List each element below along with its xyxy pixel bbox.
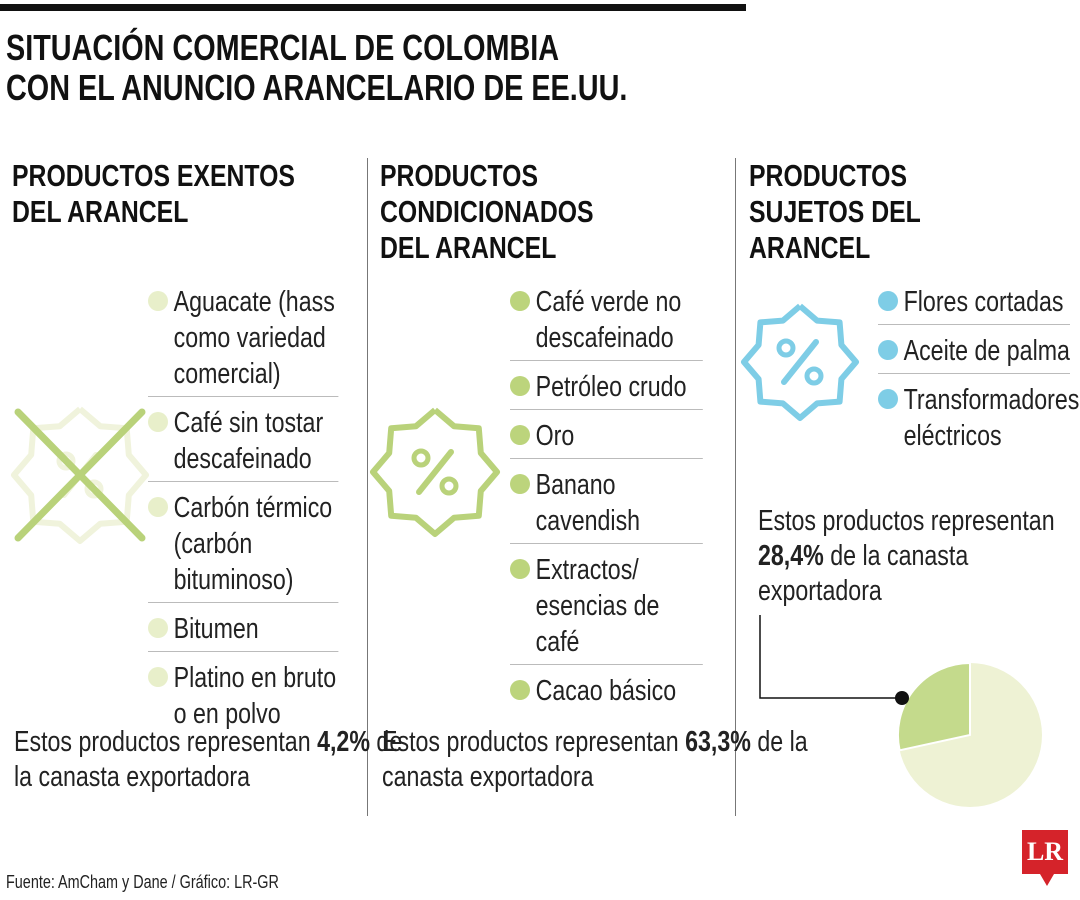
item-list: Flores cortadas Aceite de palma Transforma… bbox=[878, 282, 1079, 458]
list-item: Banano cavendish bbox=[510, 465, 703, 544]
conditional-icon bbox=[370, 407, 500, 537]
tariff-icon bbox=[741, 303, 859, 421]
item-text: Petróleo crudo bbox=[535, 371, 687, 403]
list-item: Aceite de palma bbox=[878, 331, 1070, 374]
item-list: Café verde no descafeinado Petróleo crudo… bbox=[510, 282, 703, 713]
pie-slice bbox=[896, 661, 971, 752]
summary-text: de la canasta exportadora bbox=[382, 726, 808, 793]
summary: Estos productos representan 28,4% de la … bbox=[758, 504, 1058, 609]
percent-slash bbox=[781, 339, 819, 385]
heading-line: DEL ARANCEL bbox=[12, 194, 189, 229]
bullet bbox=[148, 291, 168, 311]
bullet bbox=[878, 389, 898, 409]
item-list: Aguacate (hass como variedad comercial) C… bbox=[148, 282, 338, 736]
list-item: Carbón térmico (carbón bituminoso) bbox=[148, 488, 338, 603]
bullet bbox=[510, 559, 530, 579]
heading-line: DEL ARANCEL bbox=[380, 230, 557, 265]
connector-dot bbox=[895, 691, 909, 705]
heading-line: ARANCEL bbox=[749, 230, 871, 265]
heading-line: PRODUCTOS bbox=[380, 158, 539, 193]
item-text: Café verde no descafeinado bbox=[535, 286, 682, 354]
summary-text: de la canasta exportadora bbox=[14, 726, 403, 793]
bullet bbox=[148, 412, 168, 432]
bullet bbox=[148, 618, 168, 638]
bullet bbox=[510, 425, 530, 445]
column-heading: PRODUCTOS CONDICIONADOS DEL ARANCEL bbox=[380, 158, 700, 266]
item-text: Oro bbox=[535, 420, 575, 452]
item-text: Aguacate (hass como variedad comercial) bbox=[173, 286, 335, 390]
list-item: Petróleo crudo bbox=[510, 367, 703, 410]
list-item: Bitumen bbox=[148, 609, 338, 652]
summary-highlight: 28,4% bbox=[758, 540, 824, 572]
item-text: Carbón térmico (carbón bituminoso) bbox=[173, 492, 333, 596]
bullet bbox=[148, 497, 168, 517]
list-item: Café sin tostar descafeinado bbox=[148, 403, 338, 482]
list-item: Transformadores eléctricos bbox=[878, 380, 1079, 458]
connector bbox=[759, 615, 902, 699]
exempt-icon bbox=[11, 406, 149, 544]
summary-text: Estos productos representan bbox=[382, 726, 679, 758]
list-item: Platino en bruto o en polvo bbox=[148, 658, 338, 736]
list-item: Oro bbox=[510, 416, 703, 459]
item-text: Bitumen bbox=[173, 613, 259, 645]
item-text: Aceite de palma bbox=[903, 335, 1070, 367]
summary: Estos productos representan 63,3% de la … bbox=[382, 725, 822, 795]
heading-line: SUJETOS DEL bbox=[749, 194, 921, 229]
percent-slash bbox=[416, 449, 454, 495]
list-item: Cacao básico bbox=[510, 671, 703, 713]
list-item: Extractos/ esencias de café bbox=[510, 550, 703, 665]
item-text: Extractos/ esencias de café bbox=[535, 554, 660, 658]
column-heading: PRODUCTOS SUJETOS DEL ARANCEL bbox=[749, 158, 1069, 266]
logo: LR bbox=[1022, 830, 1068, 874]
bullet bbox=[510, 291, 530, 311]
bullet bbox=[510, 376, 530, 396]
bullet bbox=[148, 667, 168, 687]
cross-line bbox=[14, 408, 146, 542]
percent-dot bbox=[776, 338, 796, 358]
summary-highlight: 4,2% bbox=[317, 726, 370, 758]
list-item: Aguacate (hass como variedad comercial) bbox=[148, 282, 338, 397]
source: Fuente: AmCham y Dane / Gráfico: LR-GR bbox=[6, 872, 279, 892]
item-text: Platino en bruto o en polvo bbox=[173, 662, 337, 730]
bullet bbox=[878, 340, 898, 360]
percent-dot bbox=[56, 451, 76, 471]
bullet bbox=[510, 474, 530, 494]
bullet bbox=[878, 291, 898, 311]
summary: Estos productos representan 4,2% de la c… bbox=[14, 725, 414, 795]
summary-highlight: 63,3% bbox=[685, 726, 751, 758]
divider bbox=[367, 158, 368, 816]
item-text: Transformadores eléctricos bbox=[903, 384, 1080, 452]
title-line: CON EL ANUNCIO ARANCELARIO DE EE.UU. bbox=[6, 67, 628, 108]
item-text: Banano cavendish bbox=[535, 469, 641, 537]
heading-line: PRODUCTOS bbox=[749, 158, 908, 193]
item-text: Flores cortadas bbox=[903, 286, 1064, 318]
title: SITUACIÓN COMERCIAL DE COLOMBIA CON EL A… bbox=[6, 28, 766, 108]
divider bbox=[735, 158, 736, 816]
summary-text: Estos productos representan bbox=[14, 726, 311, 758]
percent-dot bbox=[84, 479, 104, 499]
percent-dot bbox=[411, 448, 431, 468]
list-item: Flores cortadas bbox=[878, 282, 1070, 325]
bullet bbox=[510, 680, 530, 700]
percent-dot bbox=[439, 476, 459, 496]
title-line: SITUACIÓN COMERCIAL DE COLOMBIA bbox=[6, 27, 560, 68]
heading-line: PRODUCTOS EXENTOS bbox=[12, 158, 295, 193]
summary-text: de la canasta exportadora bbox=[758, 540, 969, 607]
item-text: Café sin tostar descafeinado bbox=[173, 407, 324, 475]
item-text: Cacao básico bbox=[535, 675, 677, 707]
top-bar bbox=[0, 4, 746, 11]
percent-dot bbox=[804, 366, 824, 386]
list-item: Café verde no descafeinado bbox=[510, 282, 703, 361]
heading-line: CONDICIONADOS bbox=[380, 194, 594, 229]
summary-text: Estos productos representan bbox=[758, 505, 1055, 537]
column-heading: PRODUCTOS EXENTOS DEL ARANCEL bbox=[12, 158, 332, 230]
